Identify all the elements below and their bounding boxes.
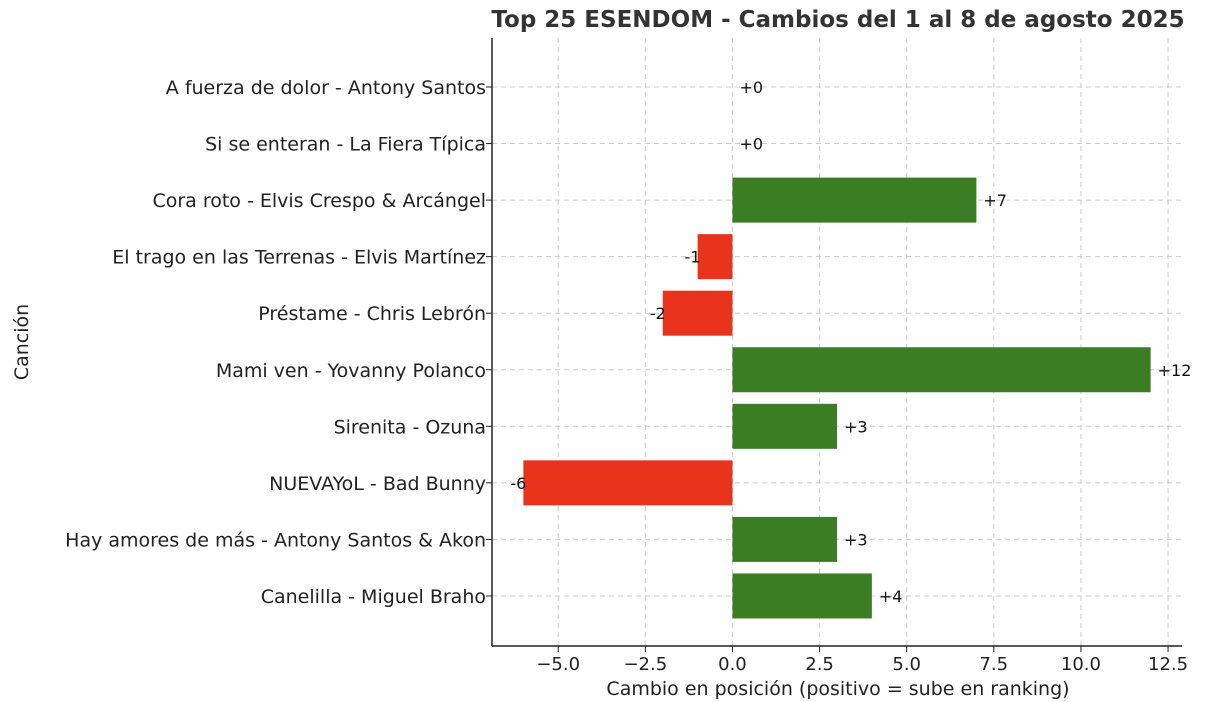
category-label: El trago en las Terrenas - Elvis Martíne… bbox=[112, 247, 486, 269]
data-label: -6 bbox=[510, 474, 526, 493]
data-label: -1 bbox=[685, 248, 701, 267]
data-label: +12 bbox=[1158, 361, 1192, 380]
category-label: Cora roto - Elvis Crespo & Arcángel bbox=[152, 190, 486, 212]
data-label: +3 bbox=[844, 417, 868, 436]
x-tick-label: 7.5 bbox=[979, 654, 1008, 675]
bar bbox=[662, 290, 733, 336]
category-label: Hay amores de más - Antony Santos & Akon bbox=[65, 529, 486, 551]
bar bbox=[732, 347, 1151, 393]
bar bbox=[732, 573, 872, 619]
y-axis-label: Canción bbox=[11, 304, 33, 380]
x-tick-label: 12.5 bbox=[1148, 654, 1188, 675]
labels-layer: −5.0 −2.5 0.0 2.5 5.0 7.5 10.0 12.5 A fuerza de … bbox=[65, 77, 1191, 675]
category-label: Sirenita - Ozuna bbox=[334, 416, 486, 438]
category-label: A fuerza de dolor - Antony Santos bbox=[166, 77, 486, 99]
data-label: +0 bbox=[739, 78, 763, 97]
chart-title: Top 25 ESENDOM - Cambios del 1 al 8 de a… bbox=[491, 7, 1184, 33]
category-label: Si se enteran - La Fiera Típica bbox=[205, 134, 486, 156]
bar bbox=[732, 403, 837, 449]
category-label: Mami ven - Yovanny Polanco bbox=[216, 360, 486, 382]
data-label: +0 bbox=[739, 135, 763, 154]
x-tick-label: −5.0 bbox=[536, 654, 580, 675]
data-label: +3 bbox=[844, 530, 868, 549]
x-tick-label: 0.0 bbox=[718, 654, 747, 675]
bars-layer bbox=[523, 177, 1151, 619]
x-tick-label: 10.0 bbox=[1061, 654, 1101, 675]
axes-layer bbox=[486, 38, 1182, 652]
bar bbox=[697, 234, 733, 280]
data-label: +4 bbox=[879, 587, 903, 606]
bar bbox=[732, 516, 837, 562]
x-tick-label: 5.0 bbox=[892, 654, 921, 675]
bar bbox=[732, 177, 977, 223]
x-axis-label: Cambio en posición (positivo = sube en r… bbox=[606, 678, 1069, 700]
x-tick-label: −2.5 bbox=[623, 654, 667, 675]
bar bbox=[523, 460, 733, 506]
data-label: -2 bbox=[650, 304, 666, 323]
category-label: NUEVAYoL - Bad Bunny bbox=[269, 473, 486, 495]
category-label: Préstame - Chris Lebrón bbox=[258, 303, 486, 325]
category-label: Canelilla - Miguel Braho bbox=[261, 586, 486, 608]
x-tick-label: 2.5 bbox=[805, 654, 834, 675]
data-label: +7 bbox=[983, 191, 1007, 210]
